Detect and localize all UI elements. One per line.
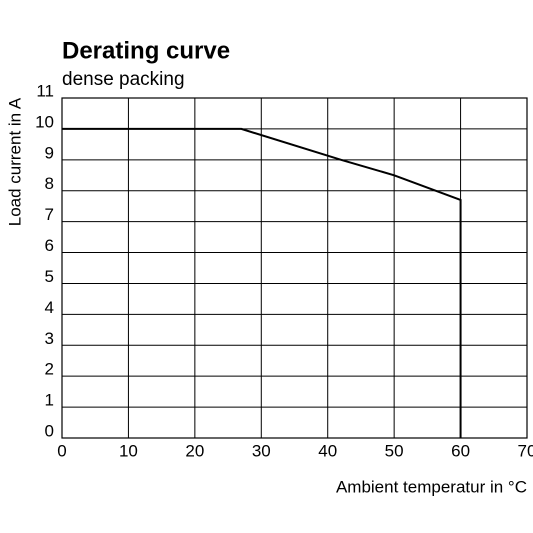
chart-title: Derating curve xyxy=(62,37,230,64)
x-tick-label: 50 xyxy=(385,441,404,460)
plot-frame xyxy=(61,97,528,439)
x-tick-label: 30 xyxy=(252,441,271,460)
x-tick-label: 20 xyxy=(185,441,204,460)
y-tick-label: 2 xyxy=(45,360,54,379)
x-tick-label: 70 xyxy=(518,441,533,460)
y-tick-label: 6 xyxy=(45,236,54,255)
x-tick-label: 0 xyxy=(57,441,66,460)
y-tick-label: 7 xyxy=(45,205,54,224)
chart-subtitle: dense packing xyxy=(62,69,185,90)
x-tick-label: 40 xyxy=(318,441,337,460)
data-line xyxy=(62,127,462,438)
y-tick-label: 5 xyxy=(45,267,54,286)
y-tick-label: 0 xyxy=(45,421,54,440)
x-tick-label: 10 xyxy=(119,441,138,460)
y-axis-label: Load current in A xyxy=(5,97,24,226)
y-tick-label: 10 xyxy=(35,112,54,131)
y-tick-label: 8 xyxy=(45,174,54,193)
x-tick-label: 60 xyxy=(451,441,470,460)
y-tick-label: 1 xyxy=(45,391,54,410)
y-tick-label: 11 xyxy=(36,81,54,100)
y-tick-label: 3 xyxy=(45,329,54,348)
x-axis-label: Ambient temperatur in °C xyxy=(336,477,527,496)
y-tick-label: 4 xyxy=(45,298,54,317)
y-tick-label: 9 xyxy=(45,143,54,162)
